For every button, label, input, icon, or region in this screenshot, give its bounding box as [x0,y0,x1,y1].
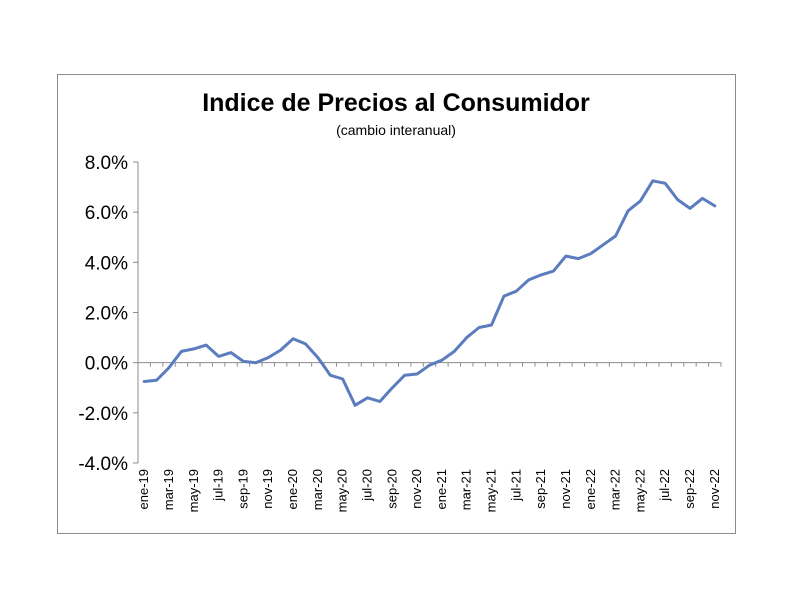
x-tick-label: mar-19 [161,469,176,510]
chart-frame: Indice de Precios al Consumidor (cambio … [57,74,736,534]
x-tick-label: sep-20 [384,469,399,509]
y-tick-label: 2.0% [85,304,128,325]
x-tick-label: sep-19 [235,469,250,509]
y-tick-label: 0.0% [85,354,128,375]
x-tick-label: ene-20 [285,469,300,509]
x-tick-label: ene-21 [434,469,449,509]
x-tick-label: jul-21 [508,469,523,502]
x-tick-label: nov-20 [409,469,424,509]
y-tick-label: 6.0% [85,203,128,224]
x-tick-label: may-19 [186,469,201,512]
y-tick-label: -4.0% [78,454,128,475]
x-axis-ticks: ene-19 mar-19 may-19 jul-19 sep-19 nov-19 ene-… [136,362,722,512]
x-tick-label: nov-22 [707,469,722,509]
x-tick-label: mar-22 [608,469,623,510]
chart-subtitle: (cambio interanual) [336,122,456,138]
series-line [142,179,717,407]
x-tick-label: ene-19 [136,469,151,509]
line-chart: Indice de Precios al Consumidor (cambio … [78,89,722,512]
x-tick-label: may-21 [484,469,499,512]
y-tick-label: 8.0% [85,153,128,174]
x-tick-label: nov-19 [260,469,275,509]
y-tick-label: 4.0% [85,253,128,274]
chart-title: Indice de Precios al Consumidor [202,89,590,117]
x-tick-label: jul-20 [359,469,374,502]
x-tick-label: sep-21 [533,469,548,509]
x-tick-label: sep-22 [682,469,697,509]
series-group [142,179,717,407]
x-tick-label: ene-22 [583,469,598,509]
x-tick-label: mar-21 [459,469,474,510]
x-tick-label: may-20 [335,469,350,512]
x-tick-label: jul-22 [657,469,672,502]
axes [137,162,721,463]
x-tick-label: jul-19 [211,469,226,502]
y-tick-label: -2.0% [78,404,128,425]
x-tick-label: nov-21 [558,469,573,509]
x-tick-label: mar-20 [310,469,325,510]
x-tick-label: may-22 [632,469,647,512]
y-axis-ticks: 8.0% 6.0% 4.0% 2.0% 0.0% -2.0% -4.0% [78,153,138,475]
